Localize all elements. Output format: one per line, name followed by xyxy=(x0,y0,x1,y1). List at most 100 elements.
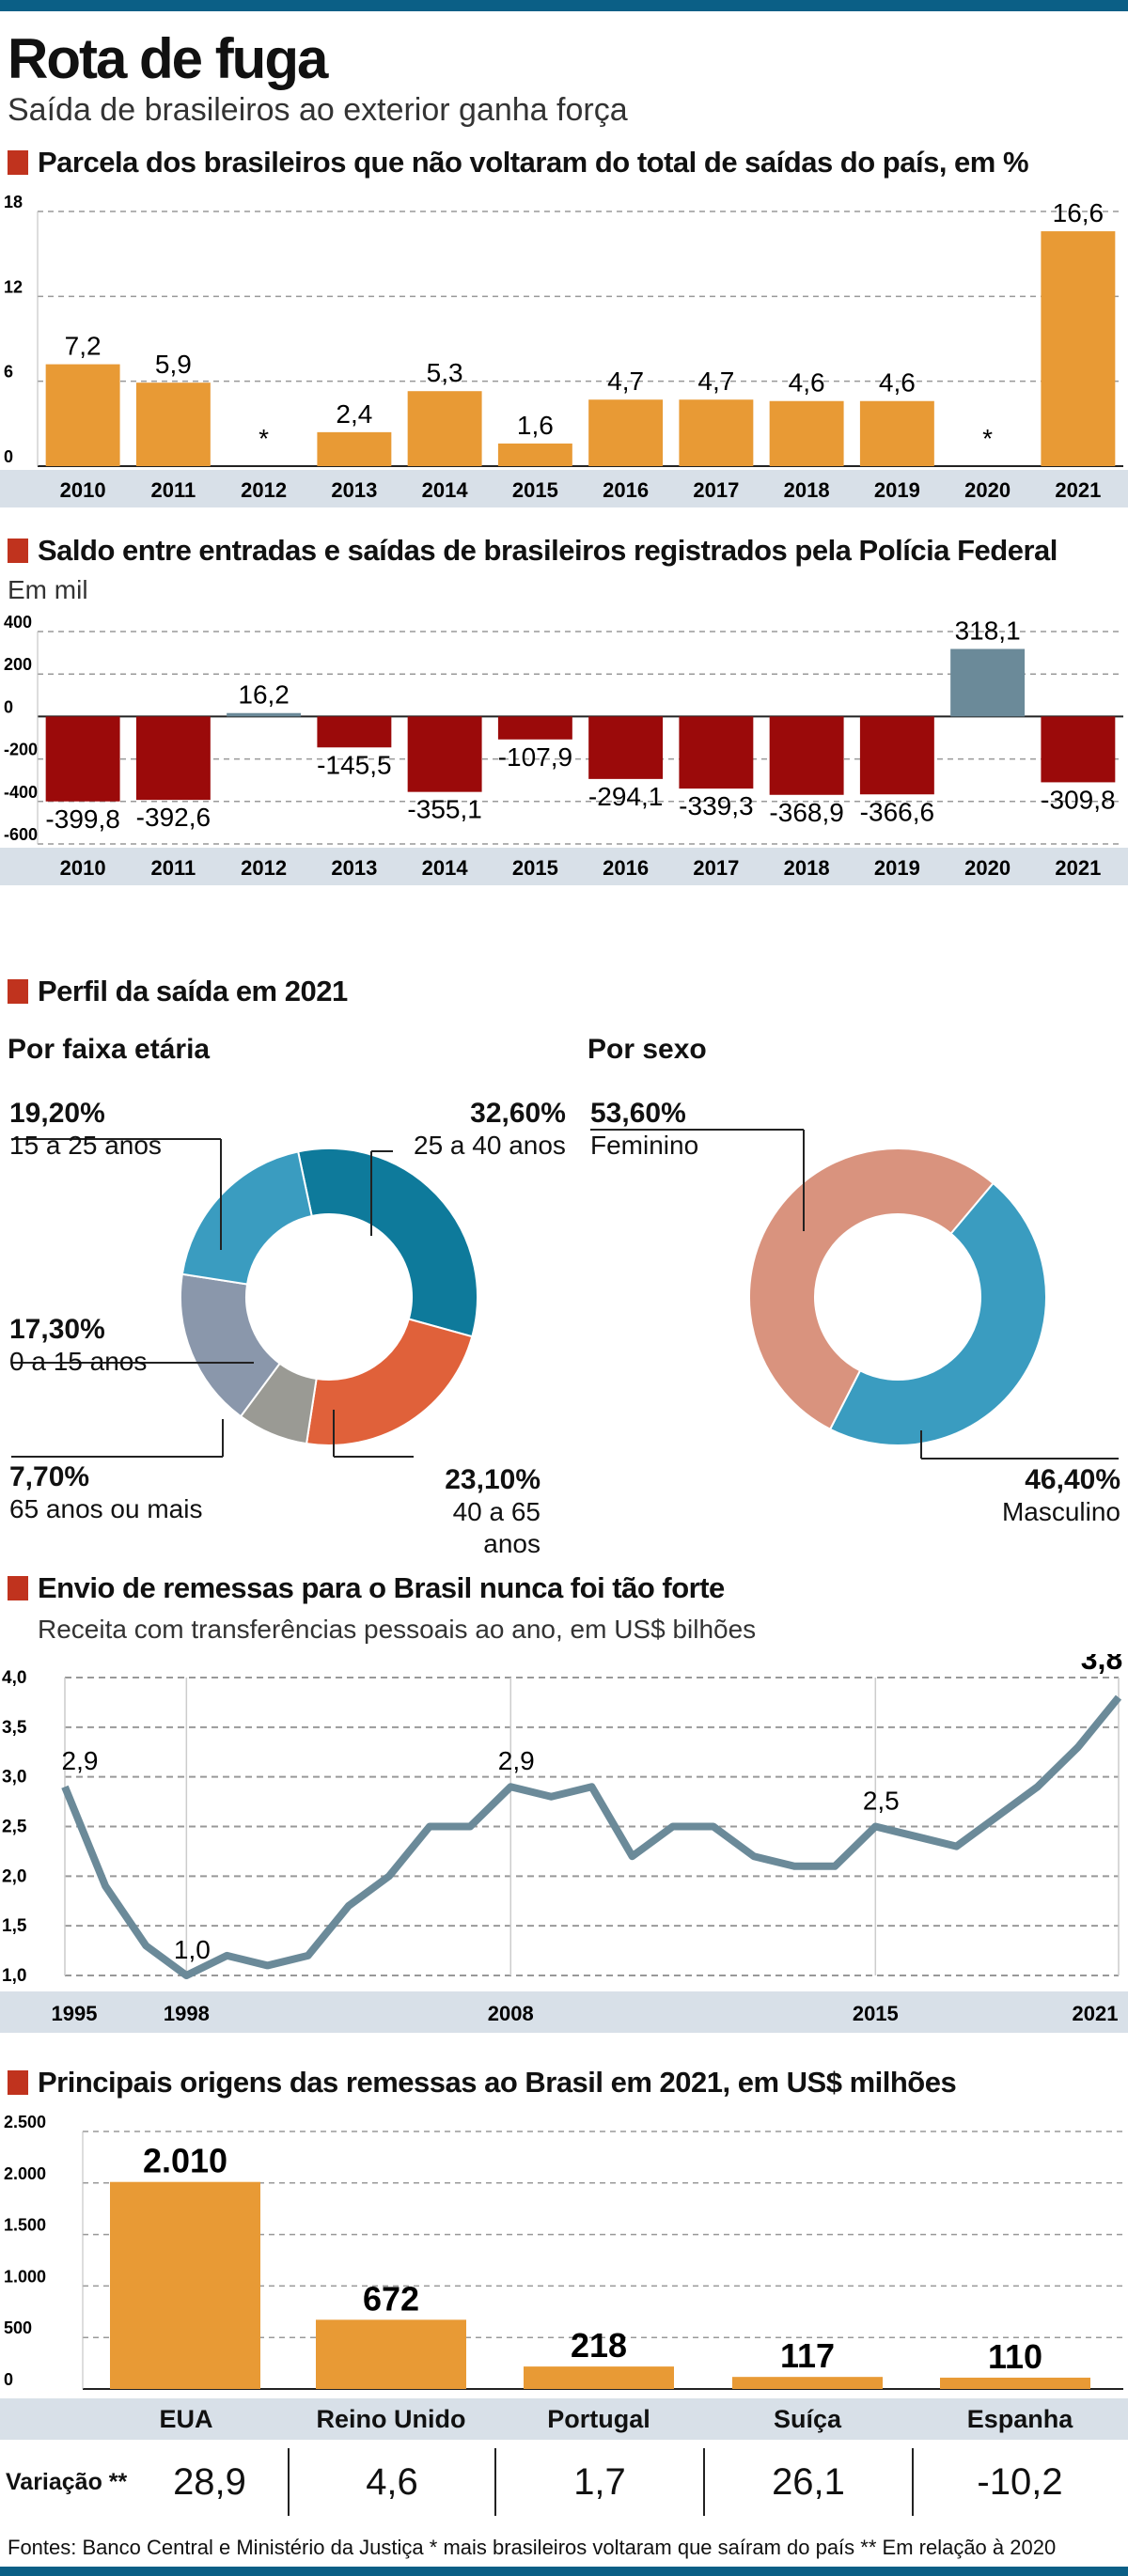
data-label: -339,3 xyxy=(679,791,753,820)
y-tick-label: 0 xyxy=(4,697,13,716)
bar xyxy=(45,364,120,466)
y-tick-label: -600 xyxy=(4,825,38,844)
bar xyxy=(859,400,934,466)
x-axis-band xyxy=(0,1991,1128,2033)
x-tick-label: 2012 xyxy=(241,856,287,880)
x-tick-label: 2014 xyxy=(422,478,469,502)
x-tick-label: 2014 xyxy=(422,856,469,880)
label-0-15: 17,30% 0 a 15 anos xyxy=(9,1314,148,1376)
y-tick-label: 2.000 xyxy=(4,2164,46,2183)
bar xyxy=(317,716,392,748)
x-tick-label: 2018 xyxy=(784,856,830,880)
data-label: 16,6 xyxy=(1053,198,1104,227)
data-label: 4,7 xyxy=(607,367,644,396)
chart2-title: Saldo entre entradas e saídas de brasile… xyxy=(38,534,1058,567)
x-tick-label: 2021 xyxy=(1073,2002,1119,2025)
chart5-origins-bar: 0 500 1.000 1.500 2.000 2.500 2.010 672 218 117 11… xyxy=(4,2115,1123,2390)
data-label: 117 xyxy=(780,2336,835,2375)
chart4-subtitle: Receita com transferências pessoais ao a… xyxy=(38,1615,757,1644)
table-header: EUA Reino Unido Portugal Suíça Espanha xyxy=(0,2398,1128,2440)
y-tick-label: 4,0 xyxy=(2,1668,26,1688)
data-label: 5,3 xyxy=(427,358,463,387)
data-label: 2.010 xyxy=(143,2142,227,2180)
variation-suica: 26,1 xyxy=(772,2460,845,2503)
x-tick-label: 2011 xyxy=(151,856,196,880)
y-tick-label: 0 xyxy=(4,447,13,466)
data-label: -366,6 xyxy=(860,797,934,826)
y-tick-label: 500 xyxy=(4,2318,32,2337)
x-axis-band xyxy=(0,848,1128,885)
variation-portugal: 1,7 xyxy=(573,2460,626,2503)
bar xyxy=(407,391,482,466)
point-label: 2,9 xyxy=(62,1746,99,1775)
data-label: 672 xyxy=(363,2279,419,2318)
bar xyxy=(679,716,754,789)
y-tick-label: -200 xyxy=(4,741,38,759)
x-tick-label: 1995 xyxy=(52,2002,98,2025)
bar xyxy=(1041,716,1116,783)
x-tick-label: 2020 xyxy=(964,478,1010,502)
section-marker-icon xyxy=(8,1576,28,1600)
x-tick-label: 2013 xyxy=(331,856,377,880)
bar xyxy=(679,399,754,466)
x-tick-label: 2019 xyxy=(874,478,920,502)
data-label: * xyxy=(258,424,269,453)
chart5-heading: Principais origens das remessas ao Brasi… xyxy=(8,2066,957,2100)
x-tick-label: 2017 xyxy=(693,856,739,880)
x-tick-label: 2012 xyxy=(241,478,287,502)
y-tick-label: 200 xyxy=(4,655,32,674)
point-label: 2,9 xyxy=(498,1746,535,1775)
data-label: 2,4 xyxy=(336,399,372,429)
x-tick-label: 2021 xyxy=(1055,856,1101,880)
y-tick-label: 18 xyxy=(4,193,23,211)
chart4-remittances-line: 1,0 1,5 2,0 2,5 3,0 3,5 4,0 1995 1998 2008 2015 202… xyxy=(0,1654,1128,2033)
bar xyxy=(769,400,844,466)
bar xyxy=(317,431,392,466)
data-label: -145,5 xyxy=(317,750,391,779)
chart1-share-not-returned: 0 6 12 18 7,2 2010 5,9 2011 * 2012 2,4 2013 5,3 2014 1… xyxy=(0,193,1128,507)
x-tick-label: 2017 xyxy=(693,478,739,502)
data-label: 4,7 xyxy=(697,367,734,396)
bar xyxy=(227,712,302,717)
section-marker-icon xyxy=(8,2070,28,2095)
age-pie-title: Por faixa etária xyxy=(8,1034,211,1065)
bar xyxy=(135,382,211,466)
y-tick-label: 0 xyxy=(4,2370,13,2389)
x-tick-label: 2019 xyxy=(874,856,920,880)
x-tick-label: 2010 xyxy=(60,478,106,502)
section-marker-icon xyxy=(8,539,28,563)
y-tick-label: 3,0 xyxy=(2,1768,26,1788)
chart1-heading: Parcela dos brasileiros que não voltaram… xyxy=(8,146,1029,180)
bar xyxy=(588,399,664,466)
variation-label: Variação ** xyxy=(6,2468,128,2495)
x-axis-band xyxy=(0,470,1128,507)
x-tick-label: 2015 xyxy=(512,856,558,880)
section-marker-icon xyxy=(8,150,28,175)
x-tick-label: 2018 xyxy=(784,478,830,502)
chart4-title: Envio de remessas para o Brasil nunca fo… xyxy=(38,1571,725,1604)
bar xyxy=(769,716,844,795)
bar xyxy=(45,716,120,802)
label-25-40: 32,60% 25 a 40 anos xyxy=(414,1098,566,1160)
x-tick-label: 2015 xyxy=(853,2002,899,2025)
data-label: 318,1 xyxy=(955,617,1021,646)
label-feminino: 53,60% Feminino xyxy=(590,1098,699,1160)
bar xyxy=(524,2366,674,2389)
data-label: -368,9 xyxy=(769,798,843,827)
y-tick-label: 2.500 xyxy=(4,2115,46,2131)
variation-eua: 28,9 xyxy=(173,2460,246,2503)
y-tick-label: 1.000 xyxy=(4,2267,46,2286)
bar xyxy=(316,2319,466,2389)
variation-table: EUA Reino Unido Portugal Suíça Espanha V… xyxy=(0,2398,1128,2524)
footer-sources: Fontes: Banco Central e Ministério da Ju… xyxy=(8,2536,1057,2559)
bar xyxy=(135,716,211,801)
col-espanha: Espanha xyxy=(966,2404,1073,2433)
data-label: 4,6 xyxy=(789,368,825,398)
sex-pie-title: Por sexo xyxy=(588,1034,707,1065)
y-tick-label: 12 xyxy=(4,277,23,296)
donut-slice xyxy=(305,1318,474,1446)
donut-slice xyxy=(828,1181,1047,1446)
col-reino-unido: Reino Unido xyxy=(316,2404,466,2433)
chart1-title: Parcela dos brasileiros que não voltaram… xyxy=(38,146,1029,179)
y-tick-label: 1,5 xyxy=(2,1916,27,1936)
